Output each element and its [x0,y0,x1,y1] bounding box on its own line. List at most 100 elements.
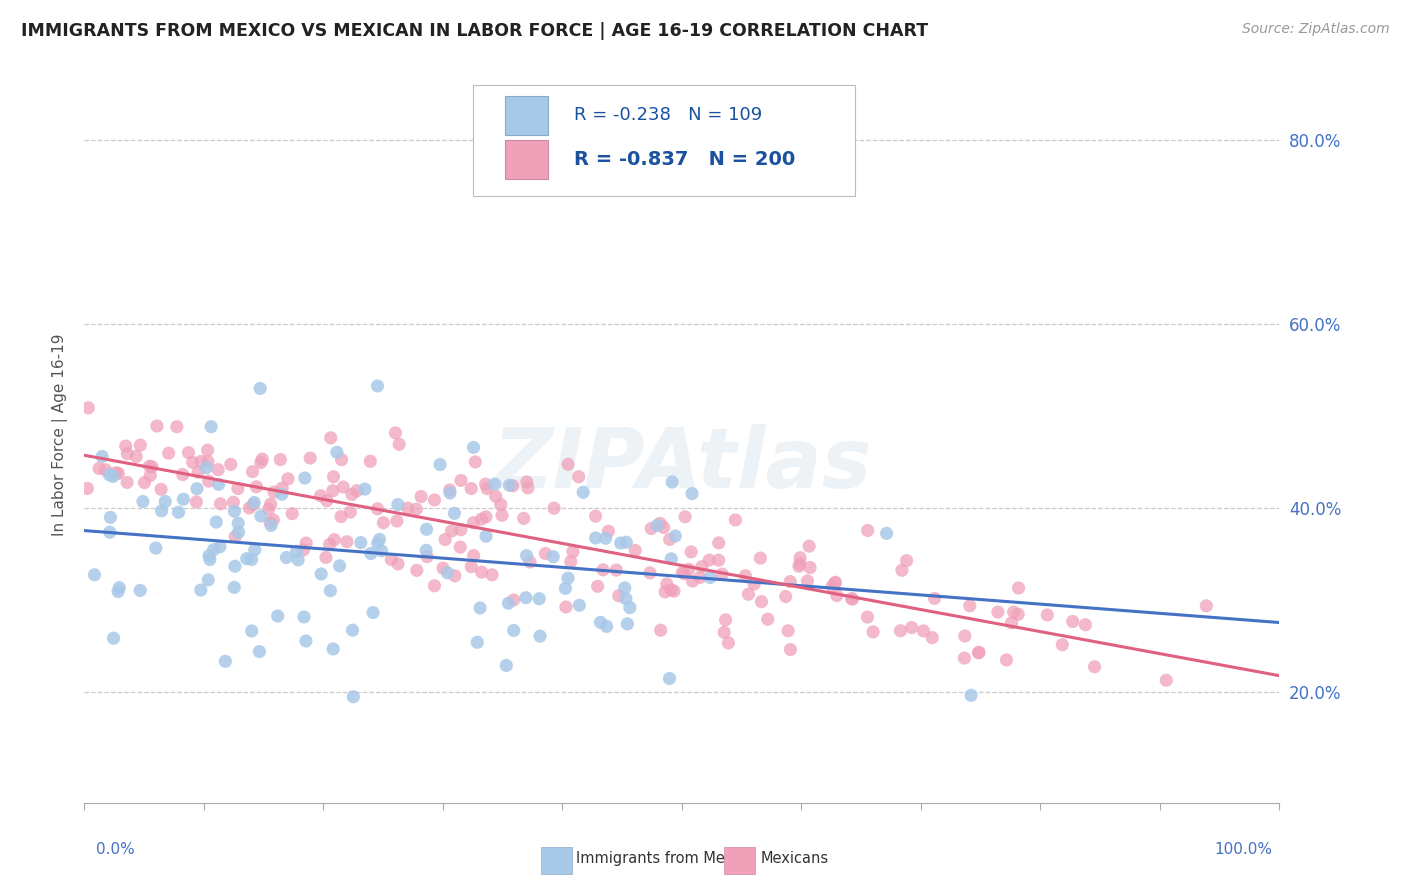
Point [198,552,221,566]
Point [585,531,607,545]
Point [638,566,661,580]
Point [825,589,848,603]
Point [560,555,582,569]
Point [658,533,681,547]
Point [385,514,408,528]
Point [797,539,820,553]
Point [271,481,294,495]
Point [405,502,427,516]
Point [912,624,935,638]
Point [240,552,263,566]
Point [224,581,246,595]
Point [439,486,461,500]
Point [295,536,318,550]
Point [167,505,190,519]
Point [315,493,337,508]
Point [586,579,609,593]
Point [655,577,678,591]
Point [129,583,152,598]
Point [489,498,512,512]
Point [98,467,121,482]
Point [138,459,160,474]
Point [789,550,811,565]
Point [186,482,208,496]
Point [94,463,117,477]
Point [249,381,271,395]
Point [129,438,152,452]
Point [198,549,221,563]
Point [519,555,541,569]
Point [405,563,427,577]
Point [423,579,446,593]
Point [309,566,332,581]
Point [613,581,636,595]
Point [662,584,685,599]
Point [475,482,498,496]
Point [699,570,721,584]
Point [471,565,494,579]
Point [299,451,322,466]
Point [1002,605,1025,619]
Point [276,550,298,565]
Point [330,452,353,467]
Point [619,600,641,615]
Point [595,619,617,633]
Point [465,635,488,649]
Point [76,482,98,496]
Point [190,454,212,468]
Point [659,552,682,566]
Point [671,566,693,580]
Point [714,613,737,627]
Point [464,455,486,469]
Point [145,541,167,555]
Point [257,502,280,516]
Point [260,518,283,533]
Point [387,498,409,512]
Point [150,504,173,518]
Text: Source: ZipAtlas.com: Source: ZipAtlas.com [1241,22,1389,37]
Point [967,645,990,659]
Point [415,522,437,536]
Point [557,458,579,472]
Point [737,587,759,601]
Point [292,543,315,558]
Point [568,599,591,613]
Point [117,447,139,461]
Point [440,524,463,538]
Point [195,460,218,475]
Point [921,631,943,645]
Point [890,563,912,577]
Point [439,483,461,497]
Point [650,624,672,638]
Point [103,631,125,645]
Point [200,419,222,434]
Point [713,625,735,640]
Point [449,540,471,554]
Point [226,516,249,531]
Point [1007,607,1029,622]
Point [475,529,498,543]
Point [529,591,551,606]
Point [614,535,637,549]
Point [252,452,274,467]
Point [1083,660,1105,674]
Point [432,561,454,575]
Point [856,610,879,624]
Point [197,474,219,488]
Bar [505,140,548,178]
Point [1007,581,1029,595]
Point [468,601,491,615]
Point [995,653,1018,667]
Point [91,450,114,464]
Point [796,574,818,588]
Point [450,523,472,537]
Point [294,471,316,485]
Point [415,543,437,558]
Point [609,536,631,550]
Point [498,478,520,492]
Point [463,549,485,563]
Point [443,569,465,583]
Point [682,574,704,588]
Point [512,511,534,525]
Point [259,516,281,530]
